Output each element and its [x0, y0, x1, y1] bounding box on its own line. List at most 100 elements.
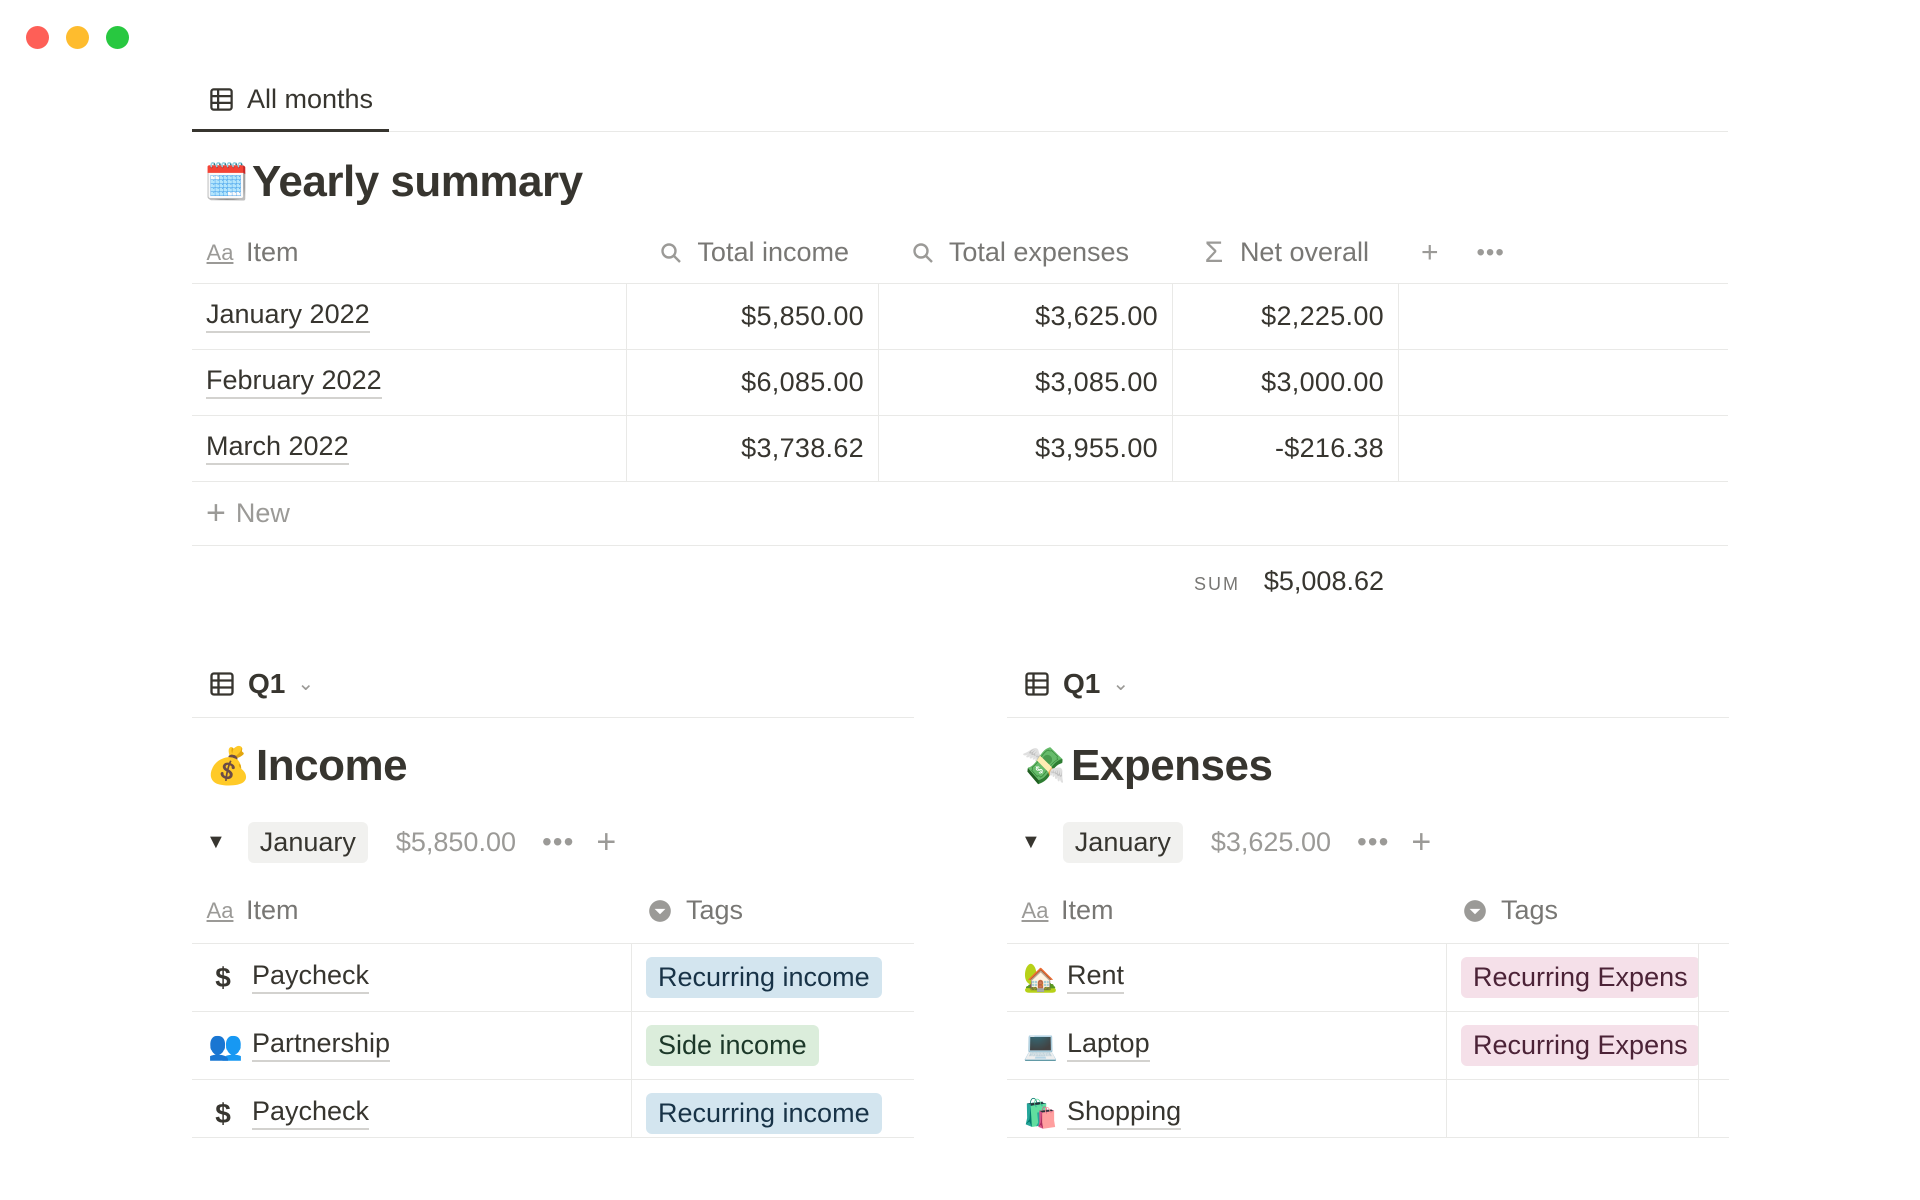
income-title: 💰 Income — [192, 718, 914, 814]
table-row[interactable]: $ Paycheck Recurring income — [192, 1080, 914, 1137]
view-label: Q1 — [248, 667, 286, 699]
text-property-icon: Aa — [206, 897, 234, 923]
table-row[interactable]: February 2022 $6,085.00 $3,085.00 $3,000… — [192, 350, 1728, 416]
table-row[interactable]: January 2022 $5,850.00 $3,625.00 $2,225.… — [192, 284, 1728, 350]
search-icon — [657, 239, 685, 267]
add-item-icon[interactable]: + — [596, 822, 617, 861]
plus-icon: + — [206, 494, 226, 532]
table-row[interactable]: 💻 Laptop Recurring Expens — [1007, 1012, 1729, 1080]
dollar-icon: $ — [215, 961, 231, 993]
cell-total-income[interactable]: $5,850.00 — [627, 284, 879, 349]
row-item-name[interactable]: Laptop — [1067, 1028, 1150, 1062]
row-item-name[interactable]: January 2022 — [206, 299, 370, 333]
income-table-header: Aa Item Tags — [192, 878, 914, 944]
cell-total-expenses[interactable]: $3,625.00 — [879, 284, 1173, 349]
cell-net-overall[interactable]: $3,000.00 — [1173, 350, 1399, 415]
column-header-net-overall[interactable]: Σ Net overall — [1173, 222, 1399, 283]
zoom-window-button[interactable] — [106, 26, 129, 49]
page-content: All months 🗓️ Yearly summary Aa Item Tot… — [192, 70, 1728, 618]
view-label: Q1 — [1063, 667, 1101, 699]
table-row[interactable]: March 2022 $3,738.62 $3,955.00 -$216.38 — [192, 416, 1728, 482]
group-name[interactable]: January — [247, 821, 368, 863]
row-item-name[interactable]: March 2022 — [206, 431, 349, 465]
income-group-header: ▼ January $5,850.00 ••• + — [192, 814, 914, 870]
row-item-name[interactable]: Partnership — [252, 1028, 391, 1062]
table-icon — [210, 671, 234, 696]
row-item-name[interactable]: Paycheck — [252, 1096, 370, 1130]
column-header-item[interactable]: Aa Item — [206, 895, 299, 925]
expenses-title: 💸 Expenses — [1007, 718, 1729, 814]
summary-calculation-row: SUM $5,008.62 — [192, 546, 1728, 618]
tag-badge[interactable]: Recurring Expens — [1461, 957, 1698, 998]
tag-badge[interactable]: Recurring Expens — [1461, 1025, 1698, 1066]
page-title[interactable]: Yearly summary — [252, 157, 583, 206]
column-header-total-expenses[interactable]: Total expenses — [879, 222, 1173, 283]
calendar-icon: 🗓️ — [204, 161, 249, 202]
tag-badge[interactable]: Recurring income — [646, 1093, 882, 1134]
row-item-name[interactable]: Paycheck — [252, 960, 370, 994]
column-header-total-income[interactable]: Total income — [627, 222, 879, 283]
select-property-icon — [1461, 897, 1489, 925]
row-item-name[interactable]: Rent — [1067, 960, 1125, 994]
cell-net-overall[interactable]: $2,225.00 — [1173, 284, 1399, 349]
expenses-group-header: ▼ January $3,625.00 ••• + — [1007, 814, 1729, 870]
expenses-heading[interactable]: Expenses — [1071, 741, 1273, 790]
tag-badge[interactable]: Side income — [646, 1025, 819, 1066]
cell-total-income[interactable]: $3,738.62 — [627, 416, 879, 481]
column-header-tags[interactable]: Tags — [1447, 878, 1699, 943]
column-header-item[interactable]: Aa Item — [206, 237, 299, 267]
cell-total-expenses[interactable]: $3,085.00 — [879, 350, 1173, 415]
group-sum: $3,625.00 — [1210, 826, 1331, 857]
row-item-name[interactable]: Shopping — [1067, 1096, 1182, 1130]
money-wings-icon: 💸 — [1021, 745, 1066, 786]
sum-label: SUM — [1194, 574, 1240, 594]
group-sum: $5,850.00 — [395, 826, 516, 857]
column-header-item[interactable]: Aa Item — [1021, 895, 1114, 925]
collapse-toggle-icon[interactable]: ▼ — [206, 830, 226, 853]
close-window-button[interactable] — [26, 26, 49, 49]
group-name[interactable]: January — [1062, 821, 1183, 863]
add-item-icon[interactable]: + — [1411, 822, 1432, 861]
summary-title: 🗓️ Yearly summary — [192, 154, 1728, 210]
sum-value[interactable]: $5,008.62 — [1263, 566, 1384, 596]
dollar-icon: $ — [215, 1097, 231, 1129]
sigma-icon: Σ — [1204, 235, 1224, 269]
more-options-icon[interactable]: ••• — [1356, 826, 1390, 857]
laptop-icon: 💻 — [1023, 1029, 1058, 1061]
cell-total-expenses[interactable]: $3,955.00 — [879, 416, 1173, 481]
text-property-icon: Aa — [206, 239, 234, 265]
more-options-icon[interactable]: ••• — [1476, 238, 1505, 266]
tag-badge[interactable]: Recurring income — [646, 957, 882, 998]
add-property-icon[interactable]: + — [1421, 235, 1439, 269]
minimize-window-button[interactable] — [66, 26, 89, 49]
table-row[interactable]: $ Paycheck Recurring income — [192, 944, 914, 1012]
tab-all-months[interactable]: All months — [192, 70, 390, 132]
tab-label: All months — [247, 84, 374, 114]
shopping-bags-icon: 🛍️ — [1023, 1097, 1058, 1129]
expenses-view-selector[interactable]: Q1 ⌄ — [1007, 650, 1729, 718]
expenses-table-header: Aa Item Tags — [1007, 878, 1729, 944]
view-tabs: All months — [192, 70, 1728, 132]
income-view-selector[interactable]: Q1 ⌄ — [192, 650, 914, 718]
header-actions: + ••• — [1399, 236, 1505, 270]
house-icon: 🏡 — [1023, 961, 1058, 993]
row-item-name[interactable]: February 2022 — [206, 365, 382, 399]
table-row[interactable]: 🛍️ Shopping — [1007, 1080, 1729, 1137]
cell-total-income[interactable]: $6,085.00 — [627, 350, 879, 415]
money-bag-icon: 💰 — [206, 745, 251, 786]
more-options-icon[interactable]: ••• — [541, 826, 575, 857]
table-row[interactable]: 👥 Partnership Side income — [192, 1012, 914, 1080]
search-icon — [909, 239, 937, 267]
text-property-icon: Aa — [1021, 897, 1049, 923]
chevron-down-icon: ⌄ — [1112, 673, 1130, 695]
chevron-down-icon: ⌄ — [297, 673, 315, 695]
cell-net-overall[interactable]: -$216.38 — [1173, 416, 1399, 481]
new-row-button[interactable]: + New — [192, 482, 1728, 546]
select-property-icon — [646, 897, 674, 925]
income-heading[interactable]: Income — [256, 741, 408, 790]
column-header-tags[interactable]: Tags — [632, 878, 884, 943]
people-icon: 👥 — [208, 1029, 243, 1061]
window-controls — [26, 26, 129, 49]
table-row[interactable]: 🏡 Rent Recurring Expens — [1007, 944, 1729, 1012]
collapse-toggle-icon[interactable]: ▼ — [1021, 830, 1041, 853]
